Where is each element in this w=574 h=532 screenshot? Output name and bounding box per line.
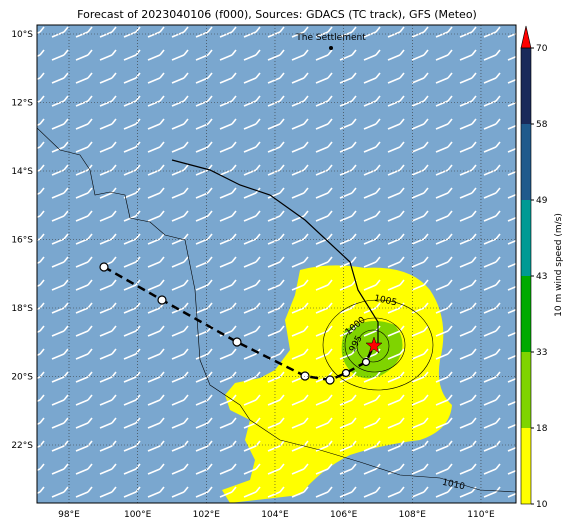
coastline (37, 127, 516, 493)
lat-tick-label: 20°S (11, 373, 33, 383)
lat-tick-label: 22°S (11, 441, 33, 451)
lat-tick-label: 18°S (11, 304, 33, 314)
settlement-label: The Settlement (295, 33, 366, 43)
graticule: 98°E 100°E 102°E 104°E 106°E 108°E 110°E 10°S 12… (11, 25, 516, 520)
map-area: The Settlement 1005 1000 995 1010 (37, 25, 516, 503)
storm-center (365, 336, 383, 354)
contour-label: 1010 (441, 478, 466, 493)
wind-barbs (37, 25, 516, 503)
lat-tick-label: 14°S (11, 167, 33, 177)
colorbar-tick-label: 49 (536, 196, 548, 206)
lon-tick-label: 98°E (58, 510, 80, 520)
settlement-marker (329, 46, 333, 50)
lon-tick-label: 110°E (467, 510, 495, 520)
map-frame (36, 24, 517, 504)
lat-tick-label: 12°S (11, 99, 33, 109)
lon-tick-label: 100°E (124, 510, 152, 520)
colorbar-segment (521, 352, 531, 428)
colorbar-tick-label: 10 (536, 500, 548, 510)
lon-tick-label: 104°E (261, 510, 289, 520)
colorbar-segment (521, 200, 531, 276)
colorbar-tick-label: 33 (536, 348, 547, 358)
colorbar-tick-label: 18 (536, 424, 548, 434)
lat-tick-label: 10°S (11, 30, 33, 40)
colorbar-label: 10 m wind speed (m/s) (554, 213, 564, 317)
lon-tick-label: 102°E (193, 510, 221, 520)
colorbar: 10 18 33 43 49 58 70 (520, 25, 548, 510)
colorbar-segment (521, 124, 531, 200)
colorbar-tick-label: 58 (536, 120, 548, 130)
colorbar-extend (520, 25, 532, 49)
track-points (99, 262, 371, 385)
observed-track (171, 159, 379, 345)
contour-label: 1005 (373, 294, 397, 309)
colorbar-tick-label: 70 (536, 44, 548, 54)
colorbar-segment (521, 48, 531, 124)
map-title: Forecast of 2023040106 (f000), Sources: … (77, 8, 477, 21)
lat-tick-label: 16°S (11, 236, 33, 246)
lon-tick-label: 106°E (330, 510, 358, 520)
lon-tick-label: 108°E (399, 510, 427, 520)
isobar-1005 (322, 299, 434, 391)
colorbar-segment (521, 276, 531, 352)
colorbar-segment (521, 428, 531, 504)
isobar-995 (356, 329, 390, 363)
colorbar-tick-label: 43 (536, 272, 547, 282)
